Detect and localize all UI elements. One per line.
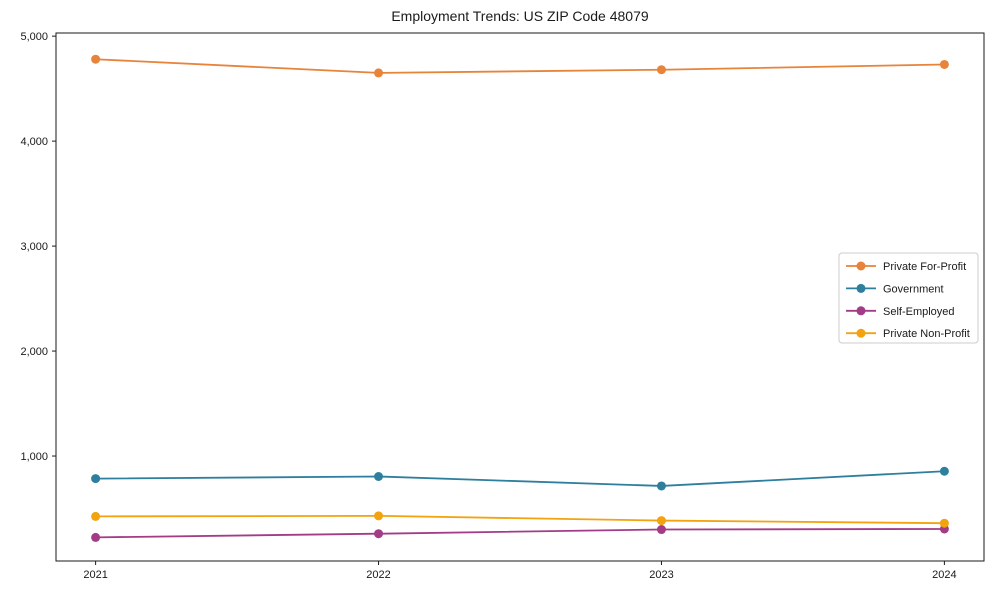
data-point-government: [939, 466, 949, 476]
y-tick-label: 1,000: [20, 451, 48, 463]
series-line-private-for-profit: [95, 58, 945, 74]
legend-box: [838, 252, 979, 344]
legend-marker: [856, 283, 866, 293]
legend-label: Private Non-Profit: [883, 328, 970, 340]
x-tick-label: 2023: [649, 569, 673, 581]
series-line-government: [95, 470, 945, 487]
series-line-private-non-profit: [95, 514, 945, 525]
data-point-government: [374, 471, 384, 481]
x-tick-label: 2022: [366, 569, 390, 581]
y-tick-label: 5,000: [20, 31, 48, 43]
y-tick-label: 4,000: [20, 136, 48, 148]
y-tick-label: 3,000: [20, 241, 48, 253]
x-tick-label: 2024: [932, 569, 956, 581]
y-tick-label: 2,000: [20, 346, 48, 358]
x-tick-label: 2021: [83, 569, 107, 581]
data-point-government: [91, 474, 101, 484]
data-point-government: [656, 481, 666, 491]
data-point-private-non-profit: [939, 518, 949, 528]
legend-marker: [856, 306, 866, 316]
legend-label: Government: [883, 283, 944, 295]
data-point-private-for-profit: [91, 54, 101, 64]
plot-border: [55, 32, 985, 562]
series-line-self-employed: [95, 528, 945, 539]
chart-title: Employment Trends: US ZIP Code 48079: [391, 8, 649, 24]
legend-marker: [856, 328, 866, 338]
data-point-private-for-profit: [374, 68, 384, 78]
data-point-private-for-profit: [939, 59, 949, 69]
legend-label: Self-Employed: [883, 306, 955, 318]
data-point-self-employed: [656, 525, 666, 535]
data-point-self-employed: [91, 532, 101, 542]
data-point-self-employed: [374, 529, 384, 539]
data-point-private-non-profit: [91, 511, 101, 521]
data-point-private-for-profit: [656, 65, 666, 75]
data-point-private-non-profit: [656, 516, 666, 526]
data-point-private-non-profit: [374, 511, 384, 521]
legend-marker: [856, 261, 866, 271]
legend-label: Private For-Profit: [883, 261, 966, 273]
